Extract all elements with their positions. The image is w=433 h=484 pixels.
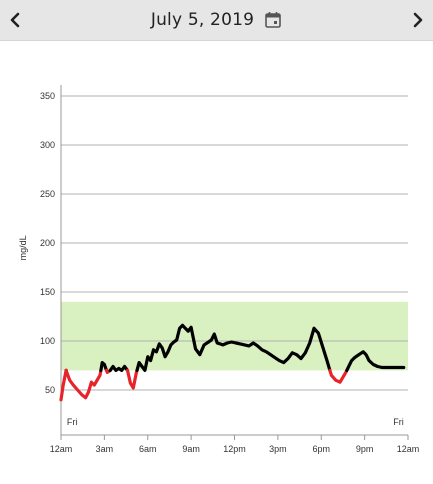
day-label: Fri	[67, 417, 78, 427]
x-tick-label: 9am	[182, 444, 200, 454]
y-tick-label: 50	[45, 385, 55, 395]
day-label: Fri	[393, 417, 404, 427]
date-header: July 5, 2019	[0, 0, 433, 41]
y-tick-label: 350	[40, 91, 55, 101]
x-tick-label: 3pm	[269, 444, 287, 454]
y-tick-label: 250	[40, 189, 55, 199]
y-tick-label: 150	[40, 287, 55, 297]
x-tick-label: 12am	[50, 444, 73, 454]
x-tick-label: 3am	[96, 444, 114, 454]
x-tick-label: 12pm	[223, 444, 246, 454]
glucose-line-segment	[108, 364, 130, 372]
x-tick-label: 9pm	[356, 444, 374, 454]
x-tick-label: 6am	[139, 444, 157, 454]
glucose-line-low-segment	[64, 368, 103, 400]
chevron-right-icon	[413, 12, 423, 28]
x-tick-label: 12am	[397, 444, 420, 454]
target-range-band	[61, 301, 408, 371]
glucose-line-low-segment	[59, 368, 68, 402]
glucose-line-low-segment	[125, 368, 139, 390]
calendar-icon[interactable]	[264, 11, 282, 29]
y-tick-label: 300	[40, 140, 55, 150]
y-axis-title: mg/dL	[18, 235, 28, 260]
x-tick-label: 6pm	[312, 444, 330, 454]
y-tick-label: 200	[40, 238, 55, 248]
previous-day-button[interactable]	[0, 0, 30, 40]
glucose-line-segment	[99, 361, 109, 372]
glucose-line-segment	[135, 323, 332, 372]
glucose-line-segment	[345, 350, 406, 372]
glucose-chart-svg: 50 100 150 200 250 300 350 mg/dL 12am 3am 6am 9am 12…	[18, 85, 420, 454]
next-day-button[interactable]	[403, 0, 433, 40]
glucose-line-low-segment	[328, 368, 349, 384]
chevron-left-icon	[10, 12, 20, 28]
date-title[interactable]: July 5, 2019	[150, 10, 255, 30]
y-tick-label: 100	[40, 336, 55, 346]
glucose-chart: 50 100 150 200 250 300 350 mg/dL 12am 3am 6am 9am 12…	[0, 41, 433, 479]
